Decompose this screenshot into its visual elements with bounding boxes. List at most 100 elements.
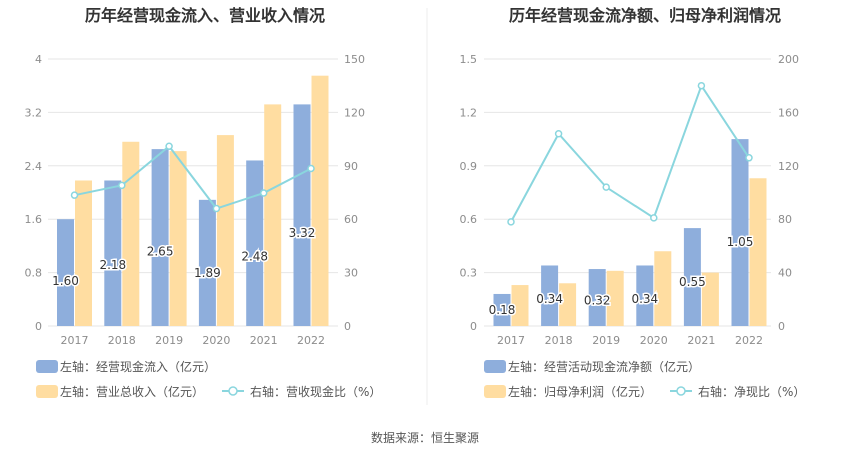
chart2-right-tick-label: 200 bbox=[778, 53, 799, 66]
chart1-left-tick-label: 0 bbox=[35, 320, 42, 333]
chart1-bar-2019-orange bbox=[169, 151, 187, 326]
chart2-line-point bbox=[650, 214, 658, 222]
chart2-data-label: 0.32 bbox=[584, 293, 611, 307]
chart2-legend-label-orange[interactable]: 左轴：归母净利润（亿元） bbox=[508, 384, 652, 399]
chart1-right-tick-label: 30 bbox=[344, 267, 358, 280]
chart2-left-tick-label: 0.6 bbox=[460, 213, 478, 226]
chart1-line-point bbox=[70, 191, 79, 199]
chart1-left-tick-label: 0.8 bbox=[25, 267, 43, 280]
chart2-right-tick-label: 120 bbox=[778, 160, 799, 173]
chart1-bar-2018-orange bbox=[122, 141, 140, 326]
chart2-bar-2017-orange bbox=[511, 285, 529, 326]
chart1-data-label: 3.32 bbox=[289, 226, 316, 240]
chart2-bar-2022-blue bbox=[731, 139, 749, 326]
chart1-legend-label-blue[interactable]: 左轴：经营现金流入（亿元） bbox=[60, 359, 216, 374]
chart1-bar-2021-blue bbox=[246, 160, 264, 326]
chart2-x-tick-label: 2022 bbox=[735, 334, 763, 347]
chart2-bar-2020-blue bbox=[636, 265, 654, 326]
chart2-legend-label-blue[interactable]: 左轴：经营活动现金流净额（亿元） bbox=[508, 359, 700, 374]
chart2-x-tick-label: 2021 bbox=[687, 334, 715, 347]
chart1-data-label: 2.48 bbox=[241, 249, 268, 263]
chart1-legend-label-line[interactable]: 右轴：营收现金比（%） bbox=[250, 384, 381, 399]
chart2-title: 历年经营现金流净额、归母净利润情况 bbox=[509, 6, 781, 25]
chart2-line-point bbox=[697, 81, 706, 90]
chart1-left-tick-label: 4 bbox=[35, 53, 42, 66]
chart2-bar-2021-orange bbox=[701, 272, 719, 326]
chart2-x-tick-label: 2018 bbox=[545, 334, 573, 347]
chart2-right-tick-label: 0 bbox=[778, 320, 785, 333]
chart2-line-point bbox=[507, 218, 515, 226]
chart1-bar-2019-blue bbox=[151, 149, 169, 326]
chart1-data-label: 2.18 bbox=[99, 258, 126, 272]
chart1-legend-swatch-blue[interactable] bbox=[36, 360, 58, 373]
chart1-left-tick-label: 2.4 bbox=[25, 160, 43, 173]
chart2-x-tick-label: 2017 bbox=[497, 334, 525, 347]
chart1-right-tick-label: 60 bbox=[344, 213, 358, 226]
chart2-bar-2019-orange bbox=[606, 270, 624, 326]
chart2-right-tick-label: 80 bbox=[778, 213, 792, 226]
chart2-right-tick-label: 40 bbox=[778, 267, 792, 280]
chart2-data-label: 0.34 bbox=[631, 292, 658, 306]
chart2-legend-swatch-line-marker[interactable] bbox=[676, 386, 686, 396]
chart2-x-tick-label: 2019 bbox=[592, 334, 620, 347]
chart2-bar-2020-orange bbox=[654, 251, 672, 326]
chart2-x-tick-label: 2020 bbox=[640, 334, 668, 347]
chart2-left-tick-label: 0.3 bbox=[460, 267, 478, 280]
source-label: 数据来源：恒生聚源 bbox=[371, 430, 479, 445]
chart1-line-point bbox=[165, 142, 173, 150]
chart2-left-tick-label: 0 bbox=[470, 320, 477, 333]
chart2-data-label: 0.34 bbox=[536, 292, 563, 306]
chart1-data-label: 1.60 bbox=[52, 274, 79, 288]
chart1-data-label: 2.65 bbox=[147, 245, 174, 259]
chart1-bar-2020-blue bbox=[198, 199, 216, 326]
chart2-legend-swatch-blue[interactable] bbox=[484, 360, 506, 373]
chart1-bar-2017-blue bbox=[57, 219, 74, 326]
chart2-line-series bbox=[510, 83, 750, 223]
chart2-line-point bbox=[745, 154, 753, 162]
chart1-right-tick-label: 0 bbox=[344, 320, 351, 333]
chart1-right-tick-label: 90 bbox=[344, 160, 358, 173]
chart1-legend-swatch-orange[interactable] bbox=[36, 385, 58, 398]
chart2-right-tick-label: 160 bbox=[778, 106, 799, 119]
chart1-title: 历年经营现金流入、营业收入情况 bbox=[85, 6, 325, 25]
chart1-x-tick-label: 2017 bbox=[61, 334, 89, 347]
chart2-data-label: 0.55 bbox=[679, 275, 706, 289]
chart1-right-tick-label: 150 bbox=[344, 53, 365, 66]
chart1-x-tick-label: 2018 bbox=[108, 334, 136, 347]
chart1-bar-2022-orange bbox=[311, 75, 329, 326]
chart1-bar-2022-blue bbox=[293, 104, 311, 326]
chart1-x-tick-label: 2022 bbox=[297, 334, 325, 347]
chart1-right-tick-label: 120 bbox=[344, 106, 365, 119]
chart2-left-tick-label: 0.9 bbox=[460, 160, 478, 173]
chart2-bar-2021-blue bbox=[683, 228, 701, 326]
chart1-line-point bbox=[259, 189, 268, 197]
chart1-line-point bbox=[212, 204, 221, 213]
chart1-bar-2020-orange bbox=[216, 135, 234, 326]
chart1-data-label: 1.89 bbox=[194, 266, 221, 280]
chart2-left-tick-label: 1.2 bbox=[460, 106, 478, 119]
chart2-legend-swatch-orange[interactable] bbox=[484, 385, 506, 398]
chart2-bar-2018-blue bbox=[541, 265, 559, 326]
chart1-legend-label-orange[interactable]: 左轴：营业总收入（亿元） bbox=[60, 384, 204, 399]
chart2-bar-2018-orange bbox=[559, 283, 577, 326]
chart1-left-tick-label: 1.6 bbox=[25, 213, 43, 226]
chart1-x-tick-label: 2020 bbox=[202, 334, 230, 347]
chart2-legend-label-line[interactable]: 右轴：净现比（%） bbox=[698, 384, 805, 399]
chart2-left-tick-label: 1.5 bbox=[460, 53, 478, 66]
chart1-bar-2018-blue bbox=[104, 180, 122, 326]
chart1-bar-2021-orange bbox=[264, 104, 282, 326]
chart2-data-label: 1.05 bbox=[727, 235, 754, 249]
chart1-line-point bbox=[307, 164, 315, 173]
chart2-line-point bbox=[554, 130, 563, 138]
chart1-bar-2017-orange bbox=[75, 180, 92, 326]
chart1-legend-swatch-line-marker[interactable] bbox=[228, 386, 238, 396]
chart1-x-tick-label: 2019 bbox=[155, 334, 183, 347]
chart2-line-point bbox=[602, 183, 610, 191]
chart1-line-point bbox=[118, 181, 126, 190]
chart2-bar-2017-blue bbox=[493, 293, 511, 326]
chart2-data-label: 0.18 bbox=[489, 303, 516, 317]
chart2-bar-2022-orange bbox=[749, 178, 767, 326]
chart1-line-series bbox=[74, 144, 312, 210]
chart1-x-tick-label: 2021 bbox=[250, 334, 278, 347]
